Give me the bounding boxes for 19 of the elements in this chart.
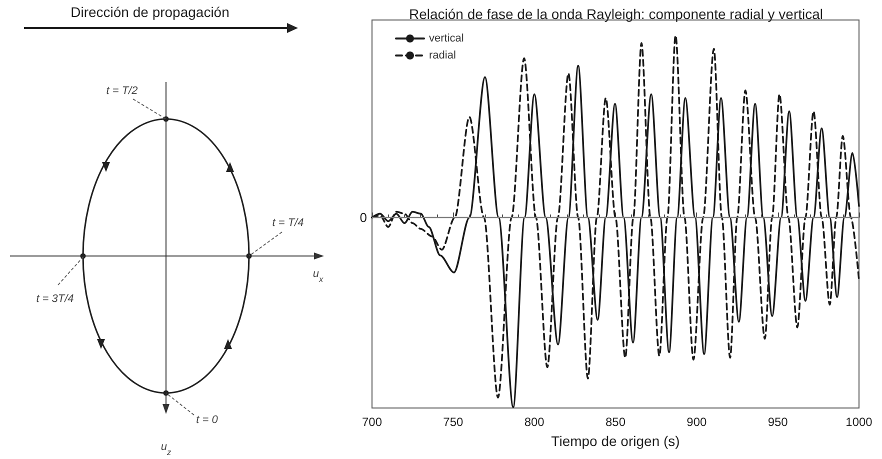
x-tick-label: 1000 xyxy=(846,415,873,429)
x-tick-label: 800 xyxy=(524,415,545,429)
text: t = 0 xyxy=(196,414,219,426)
x-tick-label: 700 xyxy=(362,415,382,429)
text: u$_{z}$ xyxy=(160,441,172,456)
legend-label: radial xyxy=(429,50,456,62)
text: t = T/4 xyxy=(272,217,304,229)
text: t = T/2 xyxy=(106,85,138,97)
text: Dirección de propagación xyxy=(70,4,230,20)
legend-label: vertical xyxy=(429,32,464,44)
text: t = 3T/4 xyxy=(36,293,74,305)
x-tick-label: 850 xyxy=(605,415,626,429)
ref-line-label: 0 xyxy=(360,210,367,225)
text: u$_{x}$ xyxy=(312,268,324,284)
x-tick-label: 750 xyxy=(443,415,464,429)
x-tick-label: 900 xyxy=(686,415,707,429)
x-tick-label: 950 xyxy=(768,415,788,429)
x-axis-title: Tiempo de origen (s) xyxy=(551,433,680,449)
chart-title: Relación de fase de la onda Rayleigh: componente radial y vertical xyxy=(408,6,824,22)
